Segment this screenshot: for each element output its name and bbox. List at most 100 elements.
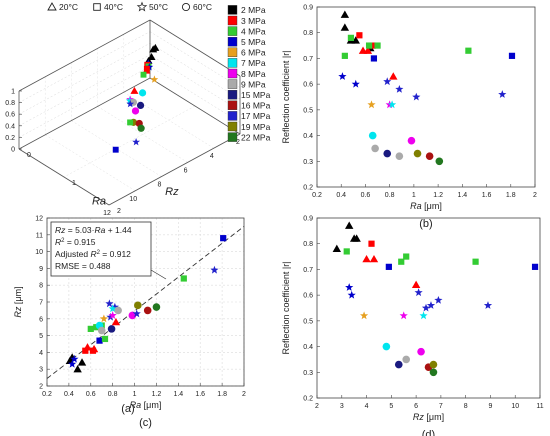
z-tick-label: 0.6 (5, 112, 15, 119)
x-axis-label: Rz [μm] (413, 412, 444, 422)
y-tick-label: 9 (39, 266, 43, 273)
data-point-circle (407, 136, 416, 145)
y-tick-label: 0.2 (303, 396, 313, 403)
grid-line-floor (63, 105, 196, 178)
fit-line (46, 226, 245, 379)
x-tick-label: 7 (439, 403, 443, 410)
x-tick-label: 1 (133, 391, 137, 398)
rz-tick-label: 4 (210, 153, 214, 160)
panel-label: (b) (419, 218, 432, 230)
data-point-circle (371, 144, 379, 153)
grid-line-wall-ra (149, 42, 241, 100)
legend-swatch (227, 58, 238, 68)
x-tick-label: 2 (533, 192, 537, 199)
x-tick-label: 0.8 (108, 391, 118, 398)
x-tick-label: 1.2 (433, 192, 443, 199)
data-point-triangle (345, 221, 354, 229)
panel-label: (a) (121, 403, 134, 415)
y-axis-label: Reflection coefficient |r| (281, 261, 291, 354)
data-point-triangle (349, 234, 359, 242)
data-point-square (472, 258, 479, 265)
data-point-square (356, 32, 363, 39)
data-point-triangle (389, 72, 398, 80)
y-tick-label: 7 (39, 300, 43, 307)
y-tick-label: 0.7 (303, 56, 313, 63)
legend-pressure-label: 2 MPa (241, 5, 266, 15)
data-point-star (126, 99, 135, 108)
x-tick-label: 3 (340, 403, 344, 410)
data-point-square (347, 34, 355, 41)
legend-pressure-label: 8 MPa (241, 69, 266, 79)
data-point-triangle (77, 358, 87, 366)
data-point-star (210, 265, 219, 274)
panel-c: 0.2 0.4 0.6 0.8 1 1.2 1.4 1.6 1.8 2 2 3 4 5 6 7 8 9 10 11 12… (13, 216, 246, 430)
data-point-square (96, 337, 103, 344)
legend-pressure-label: 16 MPa (241, 101, 271, 111)
legend-swatch (227, 15, 238, 26)
rz-tick-label: 12 (103, 210, 111, 217)
data-point-star (132, 309, 141, 318)
grid-line-wall-rz (18, 31, 151, 103)
panel-a: 00.20.40.60.8124681012012Reflection coef… (5, 1, 271, 415)
legend-swatch (227, 132, 238, 142)
grid-line-wall-rz (18, 42, 151, 115)
data-point-circle (417, 347, 425, 356)
x-tick-label: 5 (389, 403, 393, 410)
legend-symbol-triangle (47, 2, 57, 11)
data-point-star (345, 283, 354, 291)
data-point-square (531, 263, 539, 270)
data-point-circle (97, 326, 106, 335)
rz-tick-label: 10 (129, 196, 137, 203)
data-point-circle (138, 89, 147, 97)
y-tick-label: 0.6 (303, 293, 313, 300)
x-tick-label: 0.2 (42, 391, 52, 398)
y-tick-label: 3 (39, 367, 43, 374)
x-tick-label: 10 (511, 403, 519, 410)
legend-pressure-label: 9 MPa (241, 79, 266, 89)
data-point-circle (152, 303, 161, 311)
data-point-circle (429, 360, 438, 369)
panel-d: 2 3 4 5 6 7 8 9 10 11 0.2 0.3 0.4 0.5 0.6 0.7 0.8 0.9 Rz [… (281, 216, 544, 436)
rz-tick-label: 2 (236, 139, 240, 146)
x-tick-label: 1.6 (482, 192, 492, 199)
z-tick-label: 1 (11, 89, 15, 96)
x-tick-label: 1 (412, 192, 416, 199)
ra-tick-label: 0 (27, 152, 31, 159)
y-axis-label: Rz [μm] (13, 286, 23, 317)
data-point-square (403, 253, 410, 260)
grid-line-floor (45, 134, 136, 192)
data-point-square (180, 275, 187, 282)
legend-swatch (227, 5, 238, 15)
data-point-star (108, 311, 117, 319)
data-point-star (426, 301, 436, 309)
data-point-circle (134, 301, 142, 310)
y-tick-label: 0.2 (303, 185, 313, 192)
grid-line-wall-ra (149, 54, 241, 112)
data-point-square (508, 52, 516, 59)
rz-tick-label: 8 (157, 182, 161, 189)
legend-symbol-circle (181, 2, 191, 12)
grid-line-wall-rz (18, 54, 151, 127)
data-point-star (150, 75, 159, 83)
data-point-circle (137, 124, 145, 132)
data-point-square (220, 235, 227, 242)
z-tick-label: 0.4 (5, 123, 15, 130)
legend-pressure-label: 3 MPa (241, 16, 266, 26)
x-tick-label: 6 (414, 403, 418, 410)
annotation-leader (150, 269, 167, 280)
plot-frame (316, 217, 541, 399)
annotation-r2: R2 = 0.915 (55, 237, 96, 247)
data-point-star (105, 299, 114, 308)
data-point-star (338, 72, 347, 80)
data-point-square (368, 240, 375, 247)
y-tick-label: 6 (39, 316, 43, 323)
legend-swatch (227, 100, 238, 111)
x-tick-label: 2 (315, 403, 319, 410)
data-point-circle (114, 306, 122, 315)
panel-label: (d) (422, 429, 435, 436)
data-point-star (108, 304, 117, 313)
data-point-square (465, 47, 472, 54)
data-point-circle (136, 101, 145, 110)
data-point-square (101, 335, 109, 343)
axis-edge (149, 77, 241, 135)
